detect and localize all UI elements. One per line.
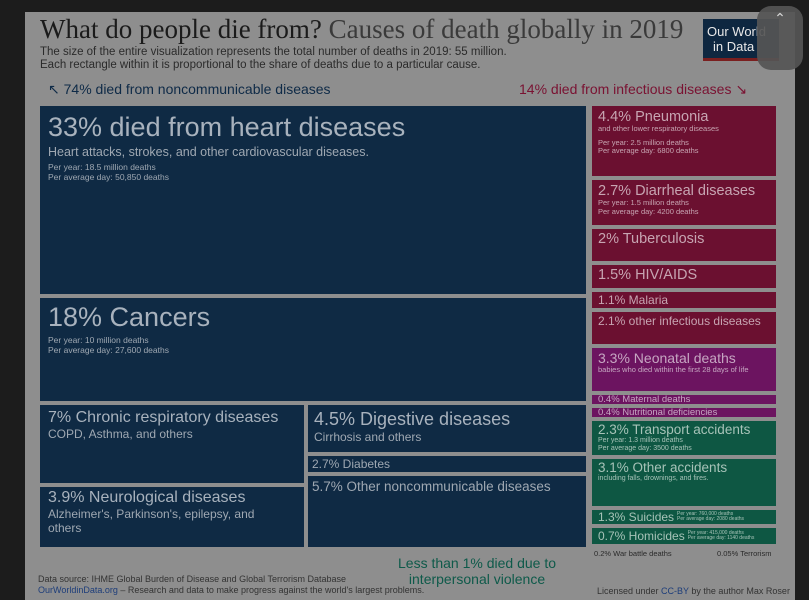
cell-description: Heart attacks, strokes, and other cardio… (48, 145, 369, 159)
cell-stats: Per year: 415,000 deaths Per average day… (687, 529, 755, 542)
cell-per-year: Per year: 10 million deaths (48, 335, 149, 345)
subtitle-line-2: Each rectangle within it is proportional… (40, 59, 481, 71)
cell-other-accidents: 3.1% Other accidents including falls, dr… (590, 457, 778, 508)
group-label-interpersonal: Less than 1% died due to interpersonal v… (398, 555, 557, 587)
subtitle-line-1: The size of the entire visualization rep… (40, 46, 507, 58)
cell-title: 2.7% Diabetes (312, 457, 391, 471)
cell-per-year: Per year: 18.5 million deaths (48, 162, 156, 172)
cell-title: 2.7% Diarrheal diseases (598, 183, 756, 199)
cell-title: 18% Cancers (48, 302, 211, 332)
cell-title: 3.1% Other accidents (598, 460, 728, 475)
cell-per-day: Per average day: 27,600 deaths (48, 345, 169, 355)
cell-per-year: Per year: 2.5 million deaths (598, 137, 689, 147)
license-note: Licensed under CC-BY by the author Max R… (597, 586, 790, 596)
cell-malaria: 1.1% Malaria (590, 290, 778, 310)
cell-per-day: Per average day: 6800 deaths (598, 146, 699, 155)
cell-description: babies who died within the first 28 days… (598, 365, 749, 374)
footer-site-line: OurWorldinData.org – Research and data t… (38, 585, 425, 595)
group-label-infectious: 14% died from infectious diseases ↘ (519, 81, 748, 97)
cell-description: including falls, drownings, and fires. (598, 475, 709, 482)
cell-title: 33% died from heart diseases (48, 112, 406, 142)
cell-title: 5.7% Other noncommunicable diseases (312, 479, 551, 494)
cell-title: 1.3% Suicides (598, 510, 675, 524)
cell-per-year: Per year: 1.5 million deaths (598, 198, 689, 207)
cell-title: 2% Tuberculosis (598, 231, 705, 247)
cell-description: Alzheimer's, Parkinson's, epilepsy, and … (48, 507, 255, 535)
cell-title: 4.5% Digestive diseases (314, 409, 511, 429)
cell-per-day: Per average day: 2080 deaths (677, 516, 745, 522)
curved-arrow-icon: ↘ (735, 81, 748, 97)
cell-per-day: Per average day: 3500 deaths (598, 444, 692, 452)
cell-title: 3.9% Neurological diseases (48, 489, 246, 506)
cell-digestive: 4.5% Digestive diseases Cirrhosis and ot… (306, 403, 588, 454)
cell-tuberculosis: 2% Tuberculosis (590, 227, 778, 263)
cell-title: 2.3% Transport accidents (598, 422, 751, 437)
cell-description: COPD, Asthma, and others (48, 427, 193, 441)
license-link[interactable]: CC-BY (661, 586, 689, 596)
cell-title: 2.1% other infectious diseases (598, 314, 761, 328)
cell-nutritional: 0.4% Nutritional deficiencies (590, 406, 778, 419)
cell-suicides: 1.3% Suicides Per year: 760,000 deaths P… (590, 508, 778, 526)
cell-pneumonia: 4.4% Pneumonia and other lower respirato… (590, 104, 778, 178)
cell-per-year: Per year: 415,000 deaths (687, 529, 744, 536)
cell-per-year: Per year: 760,000 deaths (677, 510, 734, 517)
cell-heart-diseases: 33% died from heart diseases Heart attac… (38, 104, 588, 296)
cell-per-year: Per year: 1.3 million deaths (598, 437, 683, 444)
cell-description: Cirrhosis and others (314, 430, 422, 444)
cell-other-infectious: 2.1% other infectious diseases (590, 310, 778, 346)
site-link[interactable]: OurWorldinData.org (38, 585, 118, 595)
cell-title: 1.5% HIV/AIDS (598, 267, 698, 283)
cell-title: 0.4% Maternal deaths (598, 394, 691, 405)
cell-description: and other lower respiratory diseases (598, 124, 719, 133)
cell-per-day: Per average day: 1140 deaths (687, 535, 755, 541)
cell-title: 3.3% Neonatal deaths (598, 350, 736, 366)
cell-title: 4.4% Pneumonia (598, 109, 709, 125)
cell-chronic-respiratory: 7% Chronic respiratory diseases COPD, As… (38, 403, 306, 485)
cell-neonatal: 3.3% Neonatal deaths babies who died wit… (590, 346, 778, 393)
cell-diarrheal: 2.7% Diarrheal diseases Per year: 1.5 mi… (590, 178, 778, 227)
cell-maternal: 0.4% Maternal deaths (590, 393, 778, 406)
cell-cancers: 18% Cancers Per year: 10 million deaths … (38, 296, 588, 403)
chart-title: What do people die from? Causes of death… (40, 14, 683, 45)
terrorism-label: 0.05% Terrorism (717, 549, 772, 558)
logo-line-2: in Data (713, 39, 755, 54)
cell-title: 0.7% Homicides (598, 529, 685, 543)
logo-line-1: Our World (707, 24, 766, 39)
cell-neurological: 3.9% Neurological diseases Alzheimer's, … (38, 485, 306, 549)
war-battle-deaths-label: 0.2% War battle deaths (594, 549, 672, 558)
chevron-up-icon: ⌃ (774, 10, 786, 26)
cell-other-noncommunicable: 5.7% Other noncommunicable diseases (306, 474, 588, 549)
title-rest: Causes of death globally in 2019 (328, 14, 684, 44)
cell-title: 0.4% Nutritional deficiencies (598, 407, 718, 418)
cell-per-day: Per average day: 4200 deaths (598, 206, 699, 216)
cell-hiv-aids: 1.5% HIV/AIDS (590, 263, 778, 290)
group-label-noncommunicable: ↖ 74% died from noncommunicable diseases (48, 81, 331, 97)
cell-stats: Per year: 760,000 deaths Per average day… (677, 510, 745, 523)
cell-transport-accidents: 2.3% Transport accidents Per year: 1.3 m… (590, 419, 778, 457)
cell-title: 1.1% Malaria (598, 293, 669, 307)
collapse-overlay-button[interactable]: ⌃ (757, 6, 803, 70)
curved-arrow-icon: ↖ (48, 81, 60, 97)
cell-homicides: 0.7% Homicides Per year: 415,000 deaths … (590, 526, 778, 546)
cell-title: 7% Chronic respiratory diseases (48, 409, 279, 426)
data-source-note: Data source: IHME Global Burden of Disea… (38, 574, 346, 584)
title-main: What do people die from? (40, 14, 322, 44)
cell-diabetes: 2.7% Diabetes (306, 454, 588, 474)
cell-per-day: Per average day: 50,850 deaths (48, 172, 169, 182)
